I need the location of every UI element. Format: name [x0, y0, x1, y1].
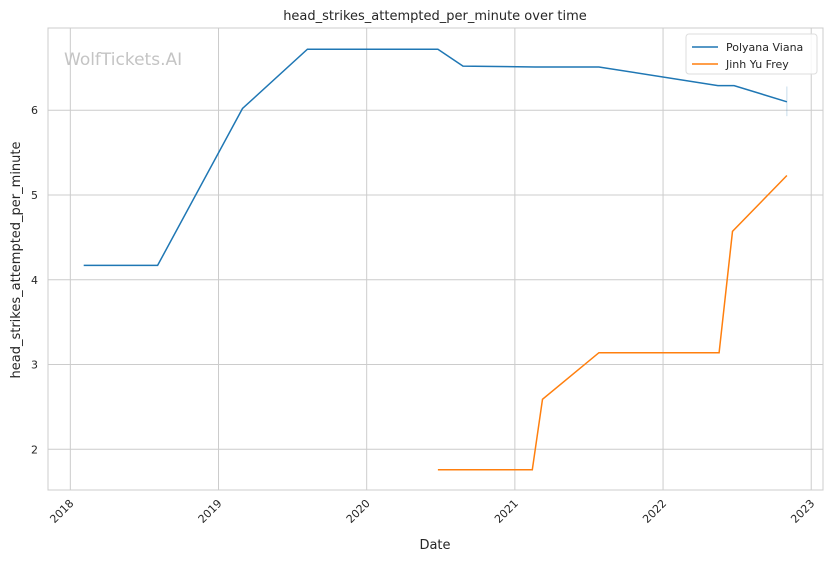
x-tick-label: 2020 [344, 497, 373, 526]
plot-frame [47, 27, 824, 491]
x-tick-label: 2018 [47, 497, 76, 526]
chart-title: head_strikes_attempted_per_minute over t… [283, 9, 587, 24]
y-tick-label: 2 [31, 443, 38, 456]
y-axis-label: head_strikes_attempted_per_minute [9, 142, 24, 379]
y-tick-label: 3 [31, 359, 38, 372]
series-line-polyana-viana [83, 48, 788, 267]
legend: Polyana Viana Jinh Yu Frey [685, 33, 818, 75]
x-tick-label: 2023 [788, 497, 817, 526]
legend-box [685, 33, 818, 75]
series-line-jinh-yu-frey [437, 174, 788, 471]
legend-label: Jinh Yu Frey [725, 58, 789, 71]
y-tick-label: 6 [31, 104, 38, 117]
x-tick-label: 2019 [196, 497, 225, 526]
y-tick-label: 4 [31, 274, 38, 287]
legend-label: Polyana Viana [726, 41, 803, 54]
y-tick-label: 5 [31, 189, 38, 202]
x-axis-label: Date [419, 538, 450, 553]
x-tick-label: 2021 [492, 497, 521, 526]
watermark: WolfTickets.AI [64, 50, 182, 70]
x-tick-label: 2022 [640, 497, 669, 526]
